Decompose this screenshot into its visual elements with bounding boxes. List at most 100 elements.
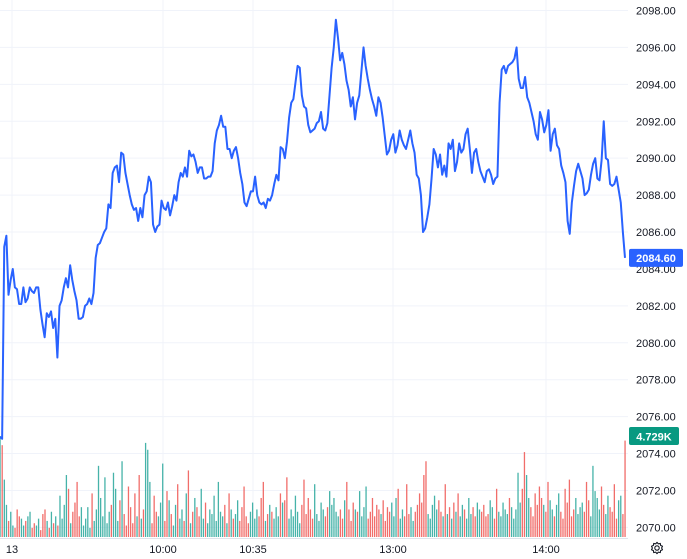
- volume-bar: [95, 509, 98, 537]
- volume-bar: [329, 491, 331, 537]
- last-price-badge: 2084.60: [629, 248, 683, 267]
- volume-bar: [236, 500, 239, 537]
- volume-bar: [388, 511, 391, 537]
- volume-bar: [89, 527, 91, 537]
- volume-bar: [478, 509, 481, 537]
- volume-bar: [70, 523, 72, 537]
- volume-bar: [585, 481, 588, 537]
- volume-bar: [55, 516, 57, 537]
- volume-bar: [123, 514, 125, 537]
- volume-bar: [106, 523, 108, 537]
- volume-bar: [20, 518, 23, 537]
- volume-bar: [397, 488, 399, 537]
- volume-bar: [63, 504, 65, 537]
- volume-bar: [290, 509, 292, 537]
- volume-bar: [67, 488, 70, 537]
- volume-bar: [350, 520, 352, 537]
- volume-bar: [254, 518, 256, 537]
- volume-bar: [140, 518, 142, 537]
- volume-bar: [1, 445, 3, 537]
- settings-gear-icon[interactable]: [648, 539, 666, 557]
- volume-bar: [228, 493, 230, 537]
- volume-bar: [453, 502, 455, 537]
- volume-bar: [444, 484, 446, 537]
- volume-bar: [348, 509, 350, 537]
- volume-bar: [519, 502, 521, 537]
- volume-bar: [305, 514, 307, 537]
- volume-bar: [294, 495, 297, 537]
- volume-bar: [517, 472, 519, 537]
- volume-bar: [65, 475, 68, 537]
- volume-bar: [543, 504, 545, 537]
- volume-bar: [376, 504, 378, 537]
- volume-bar: [61, 518, 63, 537]
- volume-bar: [356, 511, 359, 537]
- volume-bar: [521, 488, 523, 537]
- volume-bar: [455, 511, 457, 537]
- volume-bar: [275, 507, 277, 537]
- volume-bar: [470, 514, 472, 537]
- volume-bar: [277, 516, 279, 537]
- volume-bar: [183, 520, 185, 537]
- volume-bar: [284, 500, 286, 537]
- y-tick-label: 2070.00: [636, 522, 676, 534]
- volume-bar: [198, 516, 200, 537]
- y-tick-label: 2072.00: [636, 485, 676, 497]
- volume-bar: [534, 493, 536, 537]
- volume-bar: [354, 509, 357, 537]
- volume-bar: [549, 500, 551, 537]
- volume-bar: [540, 497, 543, 537]
- y-tick-label: 2092.00: [636, 116, 676, 128]
- volume-bar: [251, 502, 254, 537]
- volume-bar: [273, 518, 275, 537]
- volume-bar: [401, 509, 404, 537]
- volume-bar: [249, 511, 252, 537]
- volume-bar: [102, 516, 104, 537]
- volume-bar: [451, 518, 453, 537]
- volume-bar: [324, 516, 327, 537]
- volume-bar: [232, 518, 234, 537]
- volume-bar: [528, 497, 530, 537]
- volume-bar: [299, 523, 301, 537]
- last-price-label: 2084.60: [636, 253, 676, 265]
- volume-bar: [403, 516, 406, 537]
- volume-bar: [174, 504, 177, 537]
- volume-bar: [76, 481, 78, 537]
- x-tick-label: 10:35: [239, 544, 267, 556]
- volume-bar: [72, 511, 74, 537]
- volume-bar: [506, 514, 508, 537]
- volume-bar: [573, 509, 575, 537]
- volume-bar: [553, 516, 556, 537]
- price-series: [0, 18, 626, 440]
- volume-bar: [346, 481, 348, 537]
- volume-bar: [48, 527, 50, 537]
- y-tick-label: 2078.00: [636, 375, 676, 387]
- volume-bar: [127, 486, 130, 537]
- volume-bar: [502, 502, 504, 537]
- volume-bar: [25, 520, 27, 537]
- volume-bar: [555, 504, 558, 537]
- volume-bar: [314, 484, 316, 537]
- volume-bar: [380, 514, 382, 537]
- volume-bar: [136, 516, 138, 537]
- volume-bar: [16, 509, 18, 537]
- volume-bar: [532, 516, 534, 537]
- y-tick-label: 2086.00: [636, 227, 676, 239]
- volume-bar: [42, 514, 44, 537]
- volume-bar: [18, 516, 20, 537]
- volume-bar: [196, 507, 198, 537]
- volume-bar: [247, 523, 249, 537]
- volume-bar: [138, 475, 140, 537]
- volume-bar: [579, 507, 581, 537]
- volume-bar: [187, 470, 190, 537]
- volume-bar: [515, 509, 517, 537]
- volume-bar: [119, 500, 121, 537]
- volume-bar: [495, 488, 498, 537]
- volume-bar: [525, 475, 528, 537]
- volume-bar: [147, 449, 149, 537]
- last-volume-badge: 4.729K: [629, 427, 679, 445]
- volume-bar: [301, 504, 303, 537]
- volume-bar: [311, 518, 314, 537]
- volume-bar: [560, 511, 562, 537]
